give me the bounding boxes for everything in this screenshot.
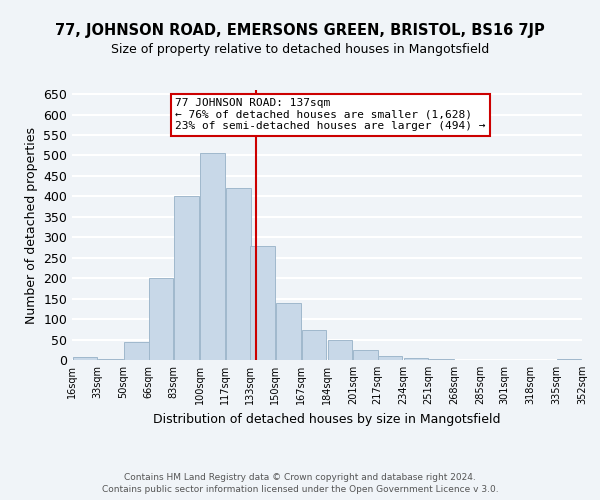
X-axis label: Distribution of detached houses by size in Mangotsfield: Distribution of detached houses by size …: [153, 412, 501, 426]
Bar: [73, 356, 97, 360]
Bar: [353, 350, 378, 360]
Bar: [149, 278, 173, 360]
Bar: [98, 359, 123, 360]
Text: Size of property relative to detached houses in Mangotsfield: Size of property relative to detached ho…: [111, 42, 489, 56]
Bar: [124, 342, 149, 360]
Text: Contains public sector information licensed under the Open Government Licence v : Contains public sector information licen…: [101, 485, 499, 494]
Bar: [226, 188, 251, 360]
Bar: [377, 356, 402, 360]
Bar: [328, 340, 352, 360]
Y-axis label: Number of detached properties: Number of detached properties: [25, 126, 38, 324]
Bar: [276, 302, 301, 360]
Bar: [302, 330, 326, 360]
Bar: [404, 358, 428, 360]
Bar: [250, 246, 275, 360]
Bar: [557, 359, 581, 360]
Text: Contains HM Land Registry data © Crown copyright and database right 2024.: Contains HM Land Registry data © Crown c…: [124, 472, 476, 482]
Bar: [430, 359, 454, 360]
Text: 77 JOHNSON ROAD: 137sqm
← 76% of detached houses are smaller (1,628)
23% of semi: 77 JOHNSON ROAD: 137sqm ← 76% of detache…: [175, 98, 486, 132]
Bar: [200, 154, 224, 360]
Bar: [175, 196, 199, 360]
Text: 77, JOHNSON ROAD, EMERSONS GREEN, BRISTOL, BS16 7JP: 77, JOHNSON ROAD, EMERSONS GREEN, BRISTO…: [55, 22, 545, 38]
